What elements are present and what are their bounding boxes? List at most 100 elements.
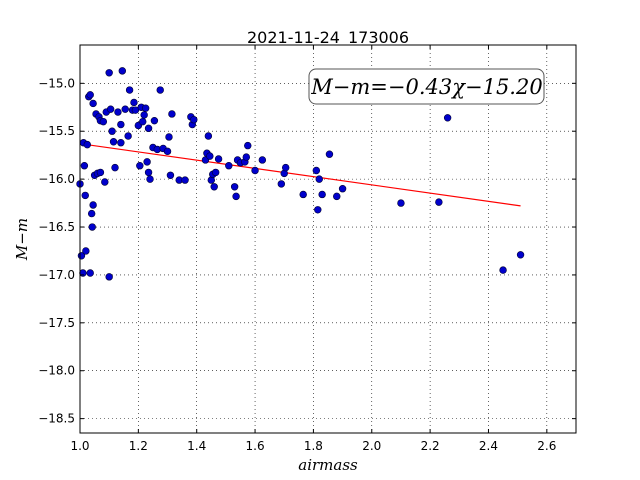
x-tick-label: 2.2: [421, 439, 440, 453]
y-tick-label: −17.0: [38, 268, 75, 282]
data-point: [150, 116, 159, 125]
plot-area: [80, 45, 576, 433]
x-tick-label: 1.0: [70, 439, 89, 453]
data-point: [166, 171, 175, 179]
data-point: [144, 168, 153, 177]
data-point: [121, 105, 129, 113]
data-point: [130, 98, 138, 107]
y-tick-label: −16.0: [38, 172, 75, 186]
data-point: [82, 247, 90, 255]
y-tick-label: −18.5: [38, 412, 75, 426]
data-point: [139, 117, 147, 126]
data-point: [190, 116, 198, 124]
points-layer: [76, 67, 525, 281]
data-point: [136, 162, 144, 170]
data-point: [146, 175, 154, 183]
ticks: [79, 45, 576, 433]
fit-annotation: M−m=−0.43χ−15.20: [310, 75, 542, 99]
data-point: [89, 201, 97, 209]
data-point: [143, 158, 151, 166]
x-tick-label: 2.0: [362, 439, 381, 453]
data-point: [168, 110, 176, 118]
data-point: [117, 120, 125, 129]
data-point: [214, 155, 223, 163]
data-point: [111, 163, 119, 172]
data-point: [109, 138, 118, 146]
data-point: [210, 183, 218, 191]
x-tick-label: 1.8: [304, 439, 323, 453]
y-tick-label: −17.5: [38, 316, 75, 330]
data-point: [244, 141, 252, 150]
data-point: [204, 132, 213, 140]
y-tick-label: −16.5: [38, 220, 75, 234]
data-point: [181, 176, 189, 184]
plot-frame: [79, 44, 577, 434]
data-point: [230, 183, 239, 191]
chart-title: 2021-11-24_173006: [247, 28, 409, 48]
x-axis-label: airmass: [298, 456, 358, 474]
data-point: [141, 104, 150, 112]
data-point: [242, 153, 251, 161]
data-point: [86, 269, 94, 277]
data-point: [87, 209, 96, 218]
y-tick-label: −18.0: [38, 364, 75, 378]
data-point: [299, 190, 307, 199]
data-point: [318, 190, 326, 199]
data-point: [114, 108, 122, 116]
x-tick-label: 1.4: [187, 439, 206, 453]
data-point: [124, 132, 132, 140]
data-point: [83, 140, 91, 149]
data-point: [108, 127, 116, 135]
data-point: [281, 163, 290, 172]
data-point: [333, 192, 341, 201]
data-point: [117, 139, 125, 147]
y-axis-label: M−m: [13, 218, 31, 261]
fit-line: [79, 143, 521, 207]
data-point: [211, 168, 220, 177]
data-point: [118, 67, 127, 75]
data-point: [251, 166, 259, 175]
data-point: [86, 91, 94, 99]
y-tick-label: −15.5: [38, 124, 75, 138]
data-point: [435, 198, 443, 206]
data-point: [99, 117, 108, 126]
data-point: [156, 86, 164, 94]
data-point: [163, 147, 172, 156]
data-point: [101, 178, 109, 186]
data-point: [106, 105, 115, 113]
annotation-box: [308, 68, 545, 105]
data-point: [96, 168, 105, 177]
y-tick-label: −15.0: [38, 76, 75, 90]
data-point: [88, 223, 96, 231]
y-tick-labels: −15.0 −15.5 −16.0 −16.5 −17.0 −17.5 −18.0 −18.5: [38, 76, 75, 425]
x-tick-labels: 1.0 1.2 1.4 1.6 1.8 2.0 2.2 2.4 2.6: [70, 439, 556, 453]
x-tick-label: 1.2: [129, 439, 148, 453]
data-point: [315, 175, 323, 183]
data-point: [140, 111, 148, 119]
data-point: [125, 86, 134, 94]
data-point: [397, 199, 405, 207]
data-point: [516, 251, 525, 259]
data-point: [165, 133, 173, 141]
data-point: [80, 162, 89, 170]
x-tick-label: 1.6: [246, 439, 265, 453]
data-point: [314, 206, 322, 214]
data-point: [81, 191, 89, 200]
data-point: [443, 114, 452, 122]
data-point: [312, 166, 321, 175]
data-point: [105, 273, 113, 281]
data-point: [131, 106, 140, 114]
x-tick-label: 2.4: [479, 439, 498, 453]
data-point: [258, 156, 267, 164]
fit-layer: [79, 143, 521, 207]
data-point: [338, 185, 347, 193]
data-point: [89, 99, 97, 108]
data-point: [325, 150, 334, 158]
data-point: [206, 152, 214, 160]
data-point: [225, 162, 233, 170]
data-point: [144, 124, 153, 133]
data-point: [105, 69, 113, 77]
data-point: [499, 266, 507, 274]
data-point: [277, 180, 286, 188]
